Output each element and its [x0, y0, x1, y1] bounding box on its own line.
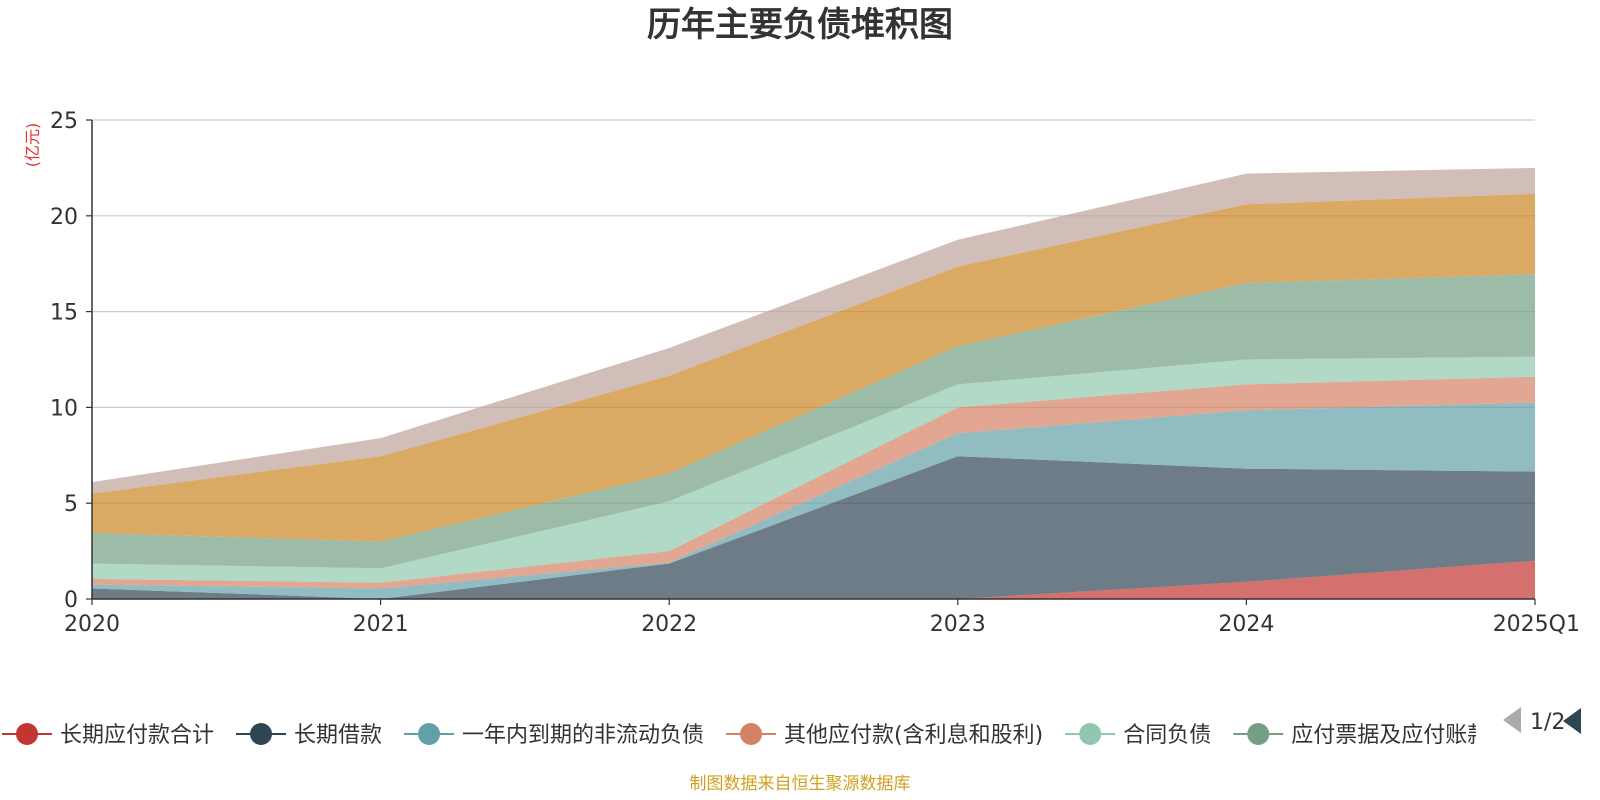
y-axis-unit-label: (亿元): [23, 123, 42, 168]
area-series-5: [92, 274, 1535, 569]
legend-item[interactable]: 其他应付款(含利息和股利): [726, 723, 1043, 748]
y-tick-label: 5: [64, 492, 78, 517]
legend: 长期应付款合计 长期借款 一年内到期的非流动负债 其他应付款(含利息和股利) 合同负债 应…: [2, 723, 1489, 748]
x-tick-label: 2020: [64, 612, 120, 637]
legend-item[interactable]: 应付票据及应付账款: [1233, 723, 1489, 748]
area-series-3: [92, 376, 1535, 589]
x-tick-label: 2021: [353, 612, 409, 637]
chart-title: 历年主要负债堆积图: [647, 5, 953, 45]
legend-item[interactable]: 长期借款: [236, 723, 382, 748]
legend-label: 长期借款: [294, 723, 382, 748]
x-ticks: 2020 2021 2022 2023 2024 2025Q1: [64, 599, 1580, 637]
legend-next-page-icon[interactable]: [1563, 708, 1581, 734]
area-series: [92, 167, 1535, 599]
legend-item[interactable]: 一年内到期的非流动负债: [404, 723, 704, 748]
legend-circle-marker: [16, 723, 38, 745]
area-series-1: [92, 456, 1535, 599]
area-series-2: [92, 402, 1535, 599]
legend-circle-marker: [418, 723, 441, 745]
source-note: 制图数据来自恒生聚源数据库: [690, 774, 911, 794]
x-tick-label: 2022: [641, 612, 697, 637]
legend-label: 长期应付款合计: [60, 723, 214, 748]
legend-circle-marker: [740, 723, 763, 745]
legend-label: 应付票据及应付账款: [1291, 723, 1489, 748]
x-tick-label: 2025Q1: [1493, 612, 1580, 637]
legend-prev-page-icon[interactable]: [1503, 707, 1521, 733]
legend-circle-marker: [250, 723, 273, 745]
legend-label: 其他应付款(含利息和股利): [784, 723, 1043, 748]
legend-page-indicator: 1/2: [1530, 710, 1565, 735]
y-ticks: 0 5 10 15 20 25: [50, 109, 92, 613]
y-tick-label: 15: [50, 301, 78, 326]
x-tick-label: 2023: [930, 612, 986, 637]
legend-label: 合同负债: [1123, 723, 1211, 748]
axes: [91, 120, 1535, 600]
legend-item[interactable]: 长期应付款合计: [2, 723, 214, 748]
y-tick-label: 10: [50, 396, 78, 421]
area-series-7: [92, 167, 1535, 494]
legend-label: 一年内到期的非流动负债: [462, 723, 704, 748]
y-tick-label: 20: [50, 205, 78, 230]
area-series-4: [92, 356, 1535, 583]
y-tick-label: 0: [64, 588, 78, 613]
x-tick-label: 2024: [1218, 612, 1274, 637]
area-series-6: [92, 193, 1535, 542]
legend-circle-marker: [1079, 723, 1102, 745]
area-series-0: [92, 560, 1535, 599]
y-tick-label: 25: [50, 109, 78, 134]
legend-circle-marker: [1247, 723, 1270, 745]
legend-item[interactable]: 合同负债: [1065, 723, 1211, 748]
